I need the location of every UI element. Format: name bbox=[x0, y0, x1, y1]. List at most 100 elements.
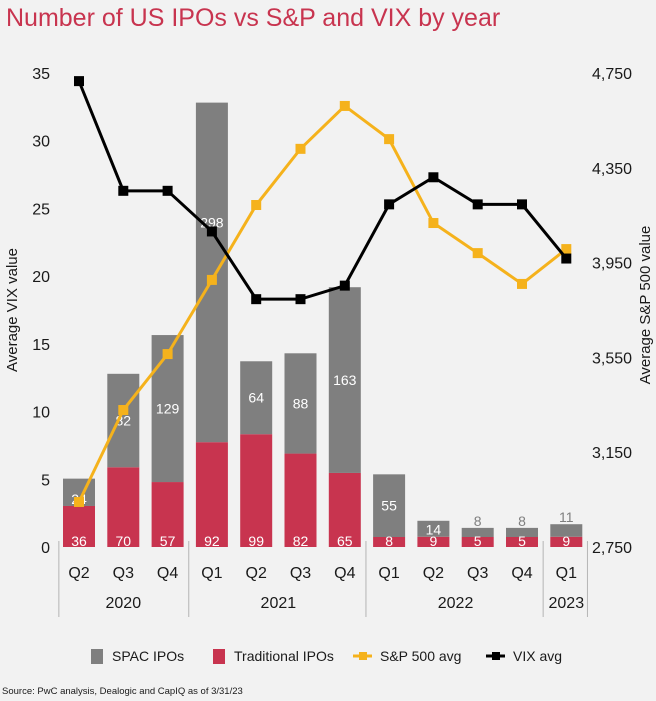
x-group-year: 2022 bbox=[438, 595, 474, 612]
bar-traditional-ipos bbox=[151, 482, 184, 547]
bar-label-traditional: 5 bbox=[518, 533, 526, 549]
bar-label-traditional: 36 bbox=[71, 533, 87, 549]
bar-traditional-ipos bbox=[63, 505, 95, 547]
y-tick-right: 3,950 bbox=[592, 256, 632, 273]
bar-traditional-ipos bbox=[195, 442, 228, 547]
y-tick-left: 35 bbox=[32, 66, 50, 83]
bar-spac-ipos bbox=[107, 373, 140, 468]
bar-labels-layer: 3624708257129922989964828865163855914585… bbox=[71, 215, 574, 549]
bar-label-traditional: 9 bbox=[430, 533, 438, 549]
sp500-marker bbox=[251, 200, 262, 211]
bar-label-traditional: 92 bbox=[204, 533, 220, 549]
x-tick-quarter: Q1 bbox=[378, 565, 399, 582]
legend-label: S&P 500 avg bbox=[380, 648, 461, 664]
sp500-marker bbox=[74, 496, 84, 507]
bar-traditional-ipos bbox=[461, 537, 494, 547]
y-tick-right: 2,750 bbox=[592, 540, 632, 557]
x-tick-quarter: Q4 bbox=[157, 565, 178, 582]
vix-marker bbox=[517, 199, 527, 210]
y-axis-right: 2,750 3,150 3,550 3,950 4,350 4,750 bbox=[592, 66, 632, 557]
bar-spac-ipos bbox=[373, 474, 406, 537]
y-tick-left: 30 bbox=[32, 134, 50, 151]
bar-label-spac: 129 bbox=[156, 401, 180, 417]
sp500-marker bbox=[162, 349, 173, 360]
sp500-line bbox=[77, 103, 568, 503]
y-tick-right: 4,750 bbox=[592, 66, 632, 83]
bar-label-spac: 14 bbox=[426, 522, 442, 538]
source-note: Source: PwC analysis, Dealogic and CapIQ… bbox=[2, 686, 243, 697]
bar-label-spac: 55 bbox=[381, 498, 397, 514]
legend-label: VIX avg bbox=[513, 648, 562, 664]
sp500-marker bbox=[118, 405, 129, 416]
legend-swatch bbox=[91, 649, 103, 664]
x-tick-quarter: Q3 bbox=[113, 565, 134, 582]
x-tick-quarter: Q4 bbox=[334, 565, 355, 582]
bar-label-traditional: 65 bbox=[337, 533, 353, 549]
sp500-marker bbox=[517, 278, 527, 289]
vix-marker bbox=[118, 185, 129, 196]
sp500-marker bbox=[339, 100, 350, 111]
legend-swatch-marker bbox=[359, 652, 367, 660]
y-tick-left: 25 bbox=[32, 201, 50, 218]
vix-marker bbox=[74, 76, 84, 87]
bar-label-spac: 64 bbox=[248, 390, 264, 406]
bar-spac-ipos bbox=[240, 361, 273, 435]
y-axis-left-label: Average VIX value bbox=[4, 248, 21, 372]
bar-label-spac: 88 bbox=[293, 395, 309, 411]
y-axis-left: 0 5 10 15 20 25 30 35 bbox=[32, 66, 50, 557]
x-tick-quarter: Q1 bbox=[201, 565, 222, 582]
bar-traditional-ipos bbox=[373, 537, 406, 547]
legend-swatch bbox=[213, 649, 225, 664]
vix-marker bbox=[162, 185, 173, 196]
bar-label-spac: 8 bbox=[474, 513, 482, 529]
vix-marker bbox=[206, 226, 217, 237]
legend-label: Traditional IPOs bbox=[234, 648, 334, 664]
vix-marker bbox=[561, 253, 572, 264]
vix-marker bbox=[472, 199, 483, 210]
x-tick-quarter: Q4 bbox=[511, 565, 532, 582]
bar-label-traditional: 70 bbox=[116, 533, 132, 549]
bar-traditional-ipos bbox=[417, 536, 450, 547]
sp500-marker bbox=[428, 218, 439, 229]
y-tick-left: 10 bbox=[32, 405, 50, 422]
x-tick-quarter: Q3 bbox=[290, 565, 311, 582]
vix-marker bbox=[384, 199, 395, 210]
y-tick-left: 0 bbox=[41, 540, 50, 557]
bar-spac-ipos bbox=[328, 287, 361, 473]
vix-line bbox=[77, 80, 568, 301]
bar-spac-ipos bbox=[461, 527, 494, 537]
bar-traditional-ipos bbox=[550, 536, 583, 547]
y-tick-left: 15 bbox=[32, 337, 50, 354]
x-axis: Q2 Q3 Q4 Q1 Q2 Q3 Q4 Q1 Q2 Q3 Q4 Q1 2020 2021 2022 2023 bbox=[58, 541, 588, 617]
y-tick-left: 20 bbox=[32, 269, 50, 286]
bar-spac-ipos bbox=[417, 520, 450, 537]
x-tick-quarter: Q3 bbox=[467, 565, 488, 582]
y-axis-right-label: Average S&P 500 value bbox=[637, 226, 654, 385]
bar-traditional-ipos bbox=[506, 537, 538, 547]
y-tick-right: 3,550 bbox=[592, 350, 632, 367]
legend-label: SPAC IPOs bbox=[112, 648, 184, 664]
sp500-marker bbox=[472, 248, 483, 259]
legend: SPAC IPOs Traditional IPOs S&P 500 avg VIX … bbox=[91, 648, 562, 664]
legend-swatch-marker bbox=[492, 652, 500, 660]
y-tick-right: 4,350 bbox=[592, 161, 632, 178]
bar-spac-ipos bbox=[506, 527, 538, 537]
lines-layer bbox=[74, 76, 572, 507]
bar-traditional-ipos bbox=[328, 472, 361, 547]
sp500-marker bbox=[295, 143, 306, 154]
chart-title: Number of US IPOs vs S&P and VIX by year bbox=[6, 4, 501, 32]
x-tick-quarter: Q1 bbox=[556, 565, 577, 582]
vix-marker bbox=[295, 294, 306, 305]
vix-marker bbox=[339, 280, 350, 291]
sp500-marker bbox=[561, 244, 572, 255]
bar-traditional-ipos bbox=[284, 453, 317, 547]
sp500-marker bbox=[206, 274, 217, 285]
bar-spac-ipos bbox=[550, 524, 583, 537]
y-tick-left: 5 bbox=[41, 472, 50, 489]
bar-label-spac: 11 bbox=[559, 509, 574, 525]
bar-label-traditional: 57 bbox=[160, 533, 176, 549]
x-group-year: 2021 bbox=[261, 595, 297, 612]
sp500-marker bbox=[384, 134, 395, 145]
x-tick-quarter: Q2 bbox=[246, 565, 267, 582]
